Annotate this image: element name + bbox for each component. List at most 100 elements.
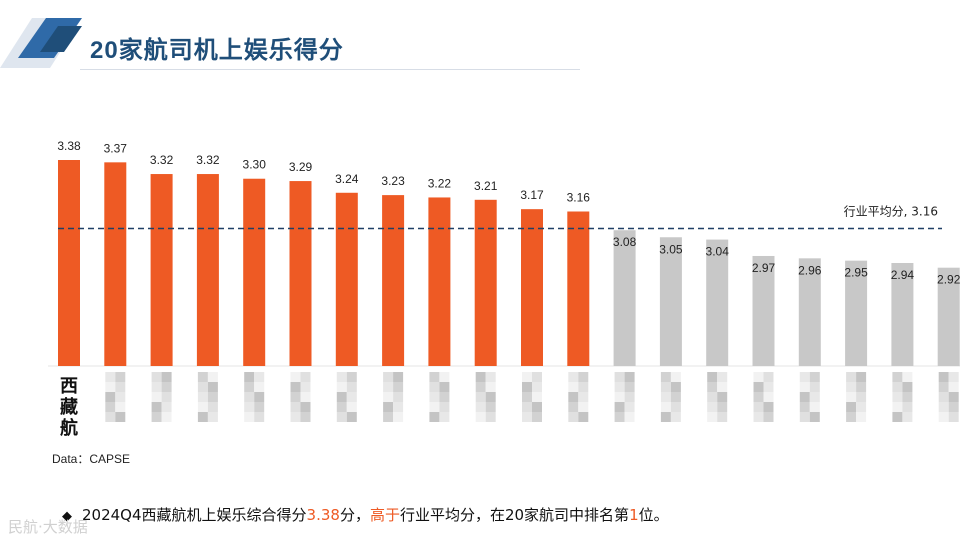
bar-7 bbox=[335, 192, 358, 366]
data-label-17: 2.96 bbox=[798, 263, 822, 277]
obscured-label-16-cell-9 bbox=[753, 412, 764, 422]
data-label-12: 3.16 bbox=[567, 191, 591, 205]
footnote-text-1: 2024Q4西藏航机上娱乐综合得分 bbox=[82, 506, 307, 524]
obscured-label-19-cell-6 bbox=[902, 392, 913, 402]
obscured-label-14-cell-10 bbox=[670, 412, 681, 422]
footnote-higher: 高于 bbox=[369, 506, 400, 524]
obscured-label-13-cell-9 bbox=[614, 412, 625, 422]
obscured-label-13-cell-8 bbox=[624, 402, 635, 412]
data-label-15: 3.04 bbox=[706, 245, 730, 259]
obscured-label-14-cell-4 bbox=[670, 382, 681, 392]
footnote-score: 3.38 bbox=[306, 506, 340, 524]
bar-19 bbox=[891, 263, 914, 366]
obscured-label-12-cell-2 bbox=[578, 372, 589, 382]
obscured-label-8-cell-8 bbox=[393, 402, 404, 412]
obscured-label-5-cell-3 bbox=[244, 382, 255, 392]
obscured-label-4-cell-1 bbox=[197, 372, 208, 382]
obscured-label-16-cell-4 bbox=[763, 382, 774, 392]
obscured-label-5-cell-6 bbox=[254, 392, 265, 402]
obscured-label-3-cell-10 bbox=[161, 412, 172, 422]
bar-12 bbox=[567, 211, 590, 366]
obscured-label-11-cell-8 bbox=[532, 402, 542, 412]
obscured-label-16-cell-3 bbox=[753, 382, 764, 392]
obscured-label-9-cell-10 bbox=[439, 412, 450, 422]
obscured-label-11-cell-3 bbox=[522, 382, 532, 392]
obscured-label-7-cell-9 bbox=[336, 412, 347, 422]
obscured-label-11-cell-9 bbox=[522, 412, 532, 422]
obscured-label-2-cell-1 bbox=[105, 372, 116, 382]
data-label-5: 3.30 bbox=[243, 158, 267, 172]
data-label-20: 2.92 bbox=[937, 273, 961, 287]
obscured-label-5-cell-1 bbox=[244, 372, 255, 382]
obscured-label-16-cell-10 bbox=[763, 412, 774, 422]
obscured-label-19-cell-8 bbox=[902, 402, 913, 412]
obscured-label-16-cell-8 bbox=[763, 402, 774, 412]
obscured-label-20-cell-2 bbox=[948, 372, 959, 382]
obscured-label-10-cell-6 bbox=[485, 392, 496, 402]
obscured-label-15-cell-3 bbox=[707, 382, 718, 392]
obscured-label-12-cell-10 bbox=[578, 412, 589, 422]
obscured-label-4-cell-9 bbox=[197, 412, 208, 422]
obscured-label-4-cell-2 bbox=[207, 372, 218, 382]
obscured-label-14-cell-1 bbox=[660, 372, 671, 382]
data-label-10: 3.21 bbox=[474, 179, 498, 193]
obscured-label-8-cell-10 bbox=[393, 412, 404, 422]
obscured-label-8-cell-1 bbox=[383, 372, 394, 382]
obscured-label-15-cell-5 bbox=[707, 392, 718, 402]
bar-9 bbox=[428, 197, 451, 366]
obscured-label-16-cell-1 bbox=[753, 372, 764, 382]
obscured-label-12-cell-4 bbox=[578, 382, 589, 392]
obscured-label-3-cell-6 bbox=[161, 392, 172, 402]
obscured-label-4-cell-5 bbox=[197, 392, 208, 402]
obscured-label-20-cell-8 bbox=[948, 402, 959, 412]
data-label-4: 3.32 bbox=[196, 153, 220, 167]
obscured-label-6-cell-5 bbox=[290, 392, 301, 402]
obscured-label-4-cell-3 bbox=[197, 382, 208, 392]
obscured-label-16-cell-7 bbox=[753, 402, 764, 412]
obscured-label-9-cell-3 bbox=[429, 382, 440, 392]
obscured-label-18-cell-9 bbox=[846, 412, 857, 422]
obscured-label-8-cell-4 bbox=[393, 382, 404, 392]
obscured-label-20-cell-9 bbox=[938, 412, 949, 422]
obscured-label-10-cell-1 bbox=[475, 372, 486, 382]
bar-11 bbox=[521, 209, 543, 366]
obscured-label-4-cell-10 bbox=[207, 412, 218, 422]
obscured-label-6-cell-1 bbox=[290, 372, 301, 382]
obscured-label-12-cell-7 bbox=[568, 402, 579, 412]
watermark: 民航·大数据 bbox=[8, 518, 88, 536]
data-label-7: 3.24 bbox=[335, 172, 359, 186]
obscured-label-10-cell-5 bbox=[475, 392, 486, 402]
data-label-14: 3.05 bbox=[659, 242, 683, 256]
data-label-16: 2.97 bbox=[752, 261, 776, 275]
obscured-label-2-cell-10 bbox=[115, 412, 126, 422]
obscured-label-13-cell-10 bbox=[624, 412, 635, 422]
obscured-label-3-cell-9 bbox=[151, 412, 162, 422]
obscured-label-19-cell-10 bbox=[902, 412, 913, 422]
bullet-icon: ◆ bbox=[62, 509, 72, 524]
bar-6 bbox=[289, 181, 312, 366]
obscured-label-14-cell-3 bbox=[660, 382, 671, 392]
obscured-label-12-cell-1 bbox=[568, 372, 579, 382]
obscured-label-17-cell-3 bbox=[799, 382, 810, 392]
bar-2 bbox=[104, 162, 127, 366]
obscured-label-3-cell-1 bbox=[151, 372, 162, 382]
obscured-label-16-cell-2 bbox=[763, 372, 774, 382]
obscured-label-20-cell-1 bbox=[938, 372, 949, 382]
obscured-label-15-cell-1 bbox=[707, 372, 718, 382]
obscured-label-17-cell-5 bbox=[799, 392, 810, 402]
bar-10 bbox=[474, 199, 497, 366]
obscured-label-18-cell-2 bbox=[856, 372, 867, 382]
obscured-label-20-cell-10 bbox=[948, 412, 959, 422]
obscured-label-11-cell-5 bbox=[522, 392, 532, 402]
obscured-label-16-cell-6 bbox=[763, 392, 774, 402]
obscured-label-3-cell-8 bbox=[161, 402, 172, 412]
obscured-label-12-cell-9 bbox=[568, 412, 579, 422]
title-divider bbox=[80, 69, 580, 70]
obscured-label-13-cell-7 bbox=[614, 402, 625, 412]
obscured-label-9-cell-8 bbox=[439, 402, 450, 412]
header-decoration bbox=[0, 18, 82, 68]
data-label-2: 3.37 bbox=[104, 141, 128, 155]
bar-14 bbox=[659, 237, 682, 366]
obscured-label-19-cell-1 bbox=[892, 372, 903, 382]
